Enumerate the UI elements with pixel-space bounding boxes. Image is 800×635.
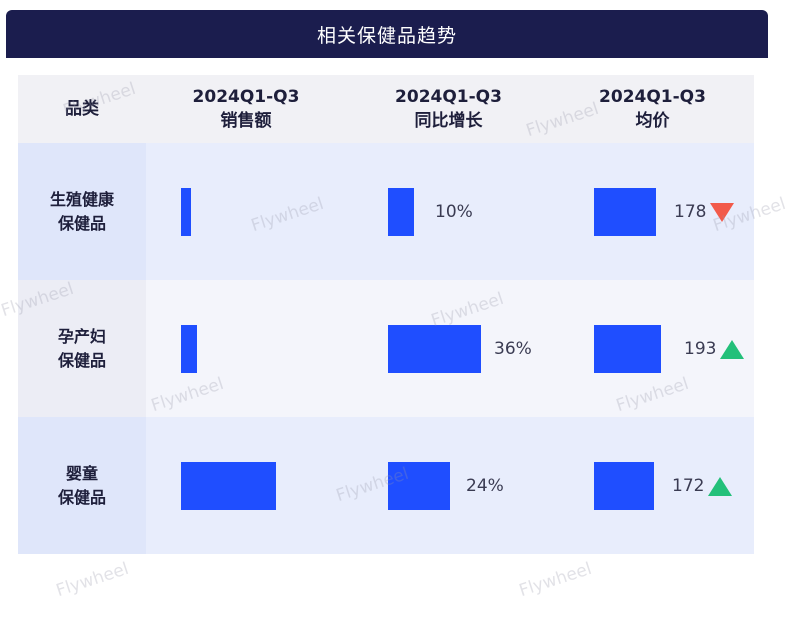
header-category: 品类 [18, 75, 146, 143]
growth-bar [388, 462, 450, 510]
table-row: 孕产妇 保健品 36% 193 [18, 280, 754, 417]
sales-bar [181, 325, 197, 373]
growth-bar [388, 325, 481, 373]
row-category: 婴童 保健品 [18, 417, 146, 554]
header-growth-line1: 2024Q1-Q3 [395, 87, 502, 107]
row-category-line2: 保健品 [57, 487, 106, 507]
header-price-line1: 2024Q1-Q3 [599, 87, 706, 107]
table-row: 婴童 保健品 24% 172 [18, 417, 754, 554]
sales-bar [181, 462, 276, 510]
price-bar [594, 462, 654, 510]
table-row: 生殖健康 保健品 10% 178 [18, 143, 754, 280]
trend-down-icon [710, 202, 735, 222]
row-category-line1: 婴童 [65, 463, 98, 483]
price-value: 172 [672, 476, 705, 496]
header-price: 2024Q1-Q3 均价 [551, 75, 754, 143]
sales-bar [181, 188, 191, 236]
row-category-line2: 保健品 [57, 350, 106, 370]
header-sales: 2024Q1-Q3 销售额 [146, 75, 346, 143]
header-category-label: 品类 [65, 99, 99, 119]
price-bar [594, 325, 661, 373]
price-value: 193 [684, 339, 717, 359]
header-price-line2: 均价 [635, 111, 670, 131]
header-growth: 2024Q1-Q3 同比增长 [346, 75, 551, 143]
header-growth-line2: 同比增长 [414, 111, 483, 131]
row-category-line1: 孕产妇 [57, 326, 106, 346]
price-value: 178 [674, 202, 707, 222]
trend-table: 品类 2024Q1-Q3 销售额 2024Q1-Q3 同比增长 2024Q1-Q… [18, 75, 754, 557]
trend-up-icon [720, 339, 745, 359]
header-sales-line1: 2024Q1-Q3 [192, 87, 300, 107]
price-cell: 172 [672, 462, 733, 510]
growth-value: 36% [494, 339, 532, 359]
price-bar [594, 188, 656, 236]
price-cell: 193 [684, 325, 745, 373]
growth-value: 10% [435, 202, 473, 222]
row-category-line1: 生殖健康 [49, 189, 114, 209]
trend-up-icon [708, 476, 733, 496]
growth-value: 24% [466, 476, 504, 496]
row-category-line2: 保健品 [57, 213, 106, 233]
chart-title: 相关保健品趋势 [6, 10, 768, 58]
growth-bar [388, 188, 414, 236]
price-cell: 178 [674, 188, 735, 236]
row-category: 生殖健康 保健品 [18, 143, 146, 280]
row-category: 孕产妇 保健品 [18, 280, 146, 417]
header-sales-line2: 销售额 [220, 111, 272, 131]
table-header: 品类 2024Q1-Q3 销售额 2024Q1-Q3 同比增长 2024Q1-Q… [18, 75, 754, 143]
